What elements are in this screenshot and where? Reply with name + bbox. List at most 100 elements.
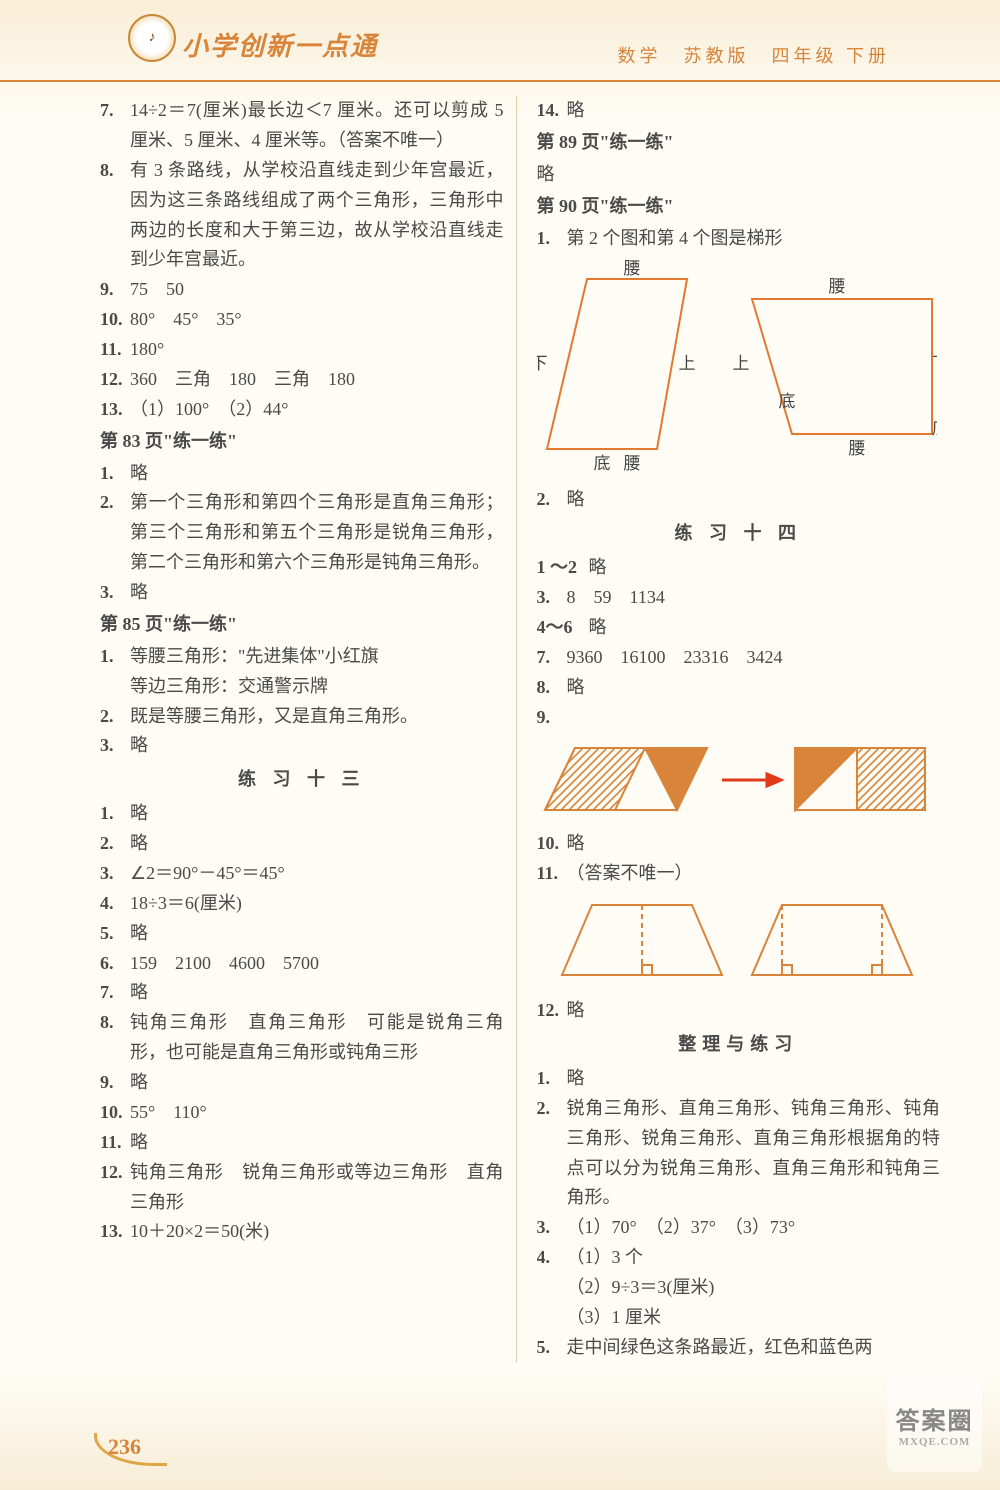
item-num: 8. [100, 156, 128, 186]
trapezoid-split-svg [537, 895, 937, 990]
item-text: 略 [130, 578, 504, 608]
trapezoid-split-diagram [537, 895, 941, 990]
item-num: 6. [100, 949, 128, 979]
item-num: 2. [100, 829, 128, 859]
parallelogram-svg [537, 738, 937, 823]
item-text: 略 [130, 731, 504, 761]
item-num: 11. [100, 335, 128, 365]
item-num: 3. [100, 578, 128, 608]
item-text: 略 [567, 485, 941, 515]
item-text: （答案不唯一） [567, 859, 941, 889]
item-text: 略 [567, 96, 941, 126]
item-num: 3. [537, 583, 565, 613]
section-heading-zl: 整理与练习 [537, 1030, 941, 1060]
item-num: 11. [100, 1128, 128, 1158]
main-title: 小学创新一点通 [182, 26, 378, 63]
watermark-line2: MXQE.COM [899, 1436, 971, 1448]
item-text: 略 [130, 978, 504, 1008]
item-num: 12. [100, 365, 128, 395]
watermark-line1: 答案圈 [896, 1401, 974, 1436]
item-num: 5. [537, 1333, 565, 1363]
item-num: 1. [100, 459, 128, 489]
left-column: 7.14÷2＝7(厘米)最长边＜7 厘米。还可以剪成 5 厘米、5 厘米、4 厘… [100, 96, 517, 1363]
item-text: 锐角三角形、直角三角形、钝角三角形、钝角三角形、锐角三角形、直角三角形根据角的特… [567, 1094, 941, 1214]
item-text: 走中间绿色这条路最近，红色和蓝色两 [567, 1333, 941, 1363]
item-num: 14. [537, 96, 565, 126]
item-text: ∠2＝90°－45°＝45° [130, 859, 504, 889]
item-text: 略 [567, 673, 941, 703]
item-text: （1）3 个 （2）9÷3＝3(厘米) （3）1 厘米 [567, 1243, 941, 1333]
item-text: 14÷2＝7(厘米)最长边＜7 厘米。还可以剪成 5 厘米、5 厘米、4 厘米等… [130, 96, 504, 156]
svg-text:腰: 腰 [623, 454, 640, 473]
item-num: 1. [100, 642, 128, 672]
item-text: 360 三角 180 三角 180 [130, 365, 504, 395]
subtitle: 数学 苏教版 四年级 下册 [618, 42, 891, 68]
item-text: 75 50 [130, 275, 504, 305]
section-heading-p13: 练 习 十 三 [100, 765, 504, 795]
page-header: ♪ 小学创新一点通 数学 苏教版 四年级 下册 [0, 0, 1000, 82]
header-badge-icon: ♪ [128, 14, 176, 62]
item-num: 3. [100, 731, 128, 761]
item-text: 18÷3＝6(厘米) [130, 889, 504, 919]
item-num: 12. [100, 1158, 128, 1188]
item-num: 13. [100, 395, 128, 425]
item-num: 11. [537, 859, 565, 889]
section-heading-83: 第 83 页"练一练" [100, 427, 504, 457]
item-text: 80° 45° 35° [130, 305, 504, 335]
item-text: 钝角三角形 锐角三角形或等边三角形 直角三角形 [130, 1158, 504, 1218]
item-num: 9. [537, 703, 565, 733]
item-text: （1）100° （2）44° [130, 395, 504, 425]
item-text: 第一个三角形和第四个三角形是直角三角形；第三个三角形和第五个三角形是锐角三角形，… [130, 488, 504, 578]
zl4-1: （1）3 个 [567, 1247, 644, 1267]
item-text: 略 [589, 613, 941, 643]
item-num: 2. [537, 485, 565, 515]
trapezoid-svg: 腰 下 上 底 腰 上 腰 下 底 底 腰 [537, 259, 937, 479]
item-num: 8. [100, 1008, 128, 1038]
svg-text:腰: 腰 [848, 439, 865, 458]
item-text: 有 3 条路线，从学校沿直线走到少年宫最近，因为这三条路线组成了两个三角形，三角… [130, 156, 504, 276]
item-num: 1. [100, 799, 128, 829]
item-text: 略 [130, 829, 504, 859]
item-num: 8. [537, 673, 565, 703]
item-num: 9. [100, 275, 128, 305]
item-text: 55° 110° [130, 1098, 504, 1128]
item-num: 12. [537, 996, 565, 1026]
svg-text:底: 底 [593, 454, 610, 473]
item-num: 5. [100, 919, 128, 949]
item-num: 13. [100, 1217, 128, 1247]
item-num: 3. [537, 1213, 565, 1243]
item-text: （1）70° （2）37° （3）73° [567, 1213, 941, 1243]
item-text: 钝角三角形 直角三角形 可能是锐角三角形，也可能是直角三角形或钝角三形 [130, 1008, 504, 1068]
item-text: 略 [130, 1128, 504, 1158]
zl4-2: （2）9÷3＝3(厘米) [567, 1277, 715, 1297]
item-text: 10＋20×2＝50(米) [130, 1217, 504, 1247]
item-num: 7. [537, 643, 565, 673]
svg-text:腰: 腰 [828, 277, 845, 296]
parallelogram-diagram [537, 738, 941, 823]
item-text: 略 [130, 459, 504, 489]
page-number: 236 [108, 1434, 141, 1460]
item-num: 4. [100, 889, 128, 919]
item-num: 4. [537, 1243, 565, 1273]
item-text: 9360 16100 23316 3424 [567, 643, 941, 673]
svg-text:下: 下 [537, 354, 548, 373]
section-heading-85: 第 85 页"练一练" [100, 610, 504, 640]
svg-text:底: 底 [932, 419, 937, 438]
svg-text:上: 上 [678, 354, 695, 373]
watermark: 答案圈 MXQE.COM [887, 1377, 982, 1472]
item-text: 8 59 1134 [567, 583, 941, 613]
item-text: 略 [589, 553, 941, 583]
item-text: 略 [537, 160, 941, 190]
item-num: 1. [537, 224, 565, 254]
item-num: 1. [537, 1064, 565, 1094]
item-text: 略 [567, 1064, 941, 1094]
item-text: 略 [130, 1068, 504, 1098]
trapezoid-diagram: 腰 下 上 底 腰 上 腰 下 底 底 腰 [537, 259, 941, 479]
item-num: 2. [537, 1094, 565, 1124]
item-text: 等腰三角形："先进集体"小红旗 等边三角形：交通警示牌 [130, 642, 504, 702]
item-text: 略 [130, 919, 504, 949]
item-num: 10. [100, 305, 128, 335]
item-num: 2. [100, 488, 128, 518]
item-num: 4～6 [537, 613, 585, 643]
section-heading-90: 第 90 页"练一练" [537, 192, 941, 222]
